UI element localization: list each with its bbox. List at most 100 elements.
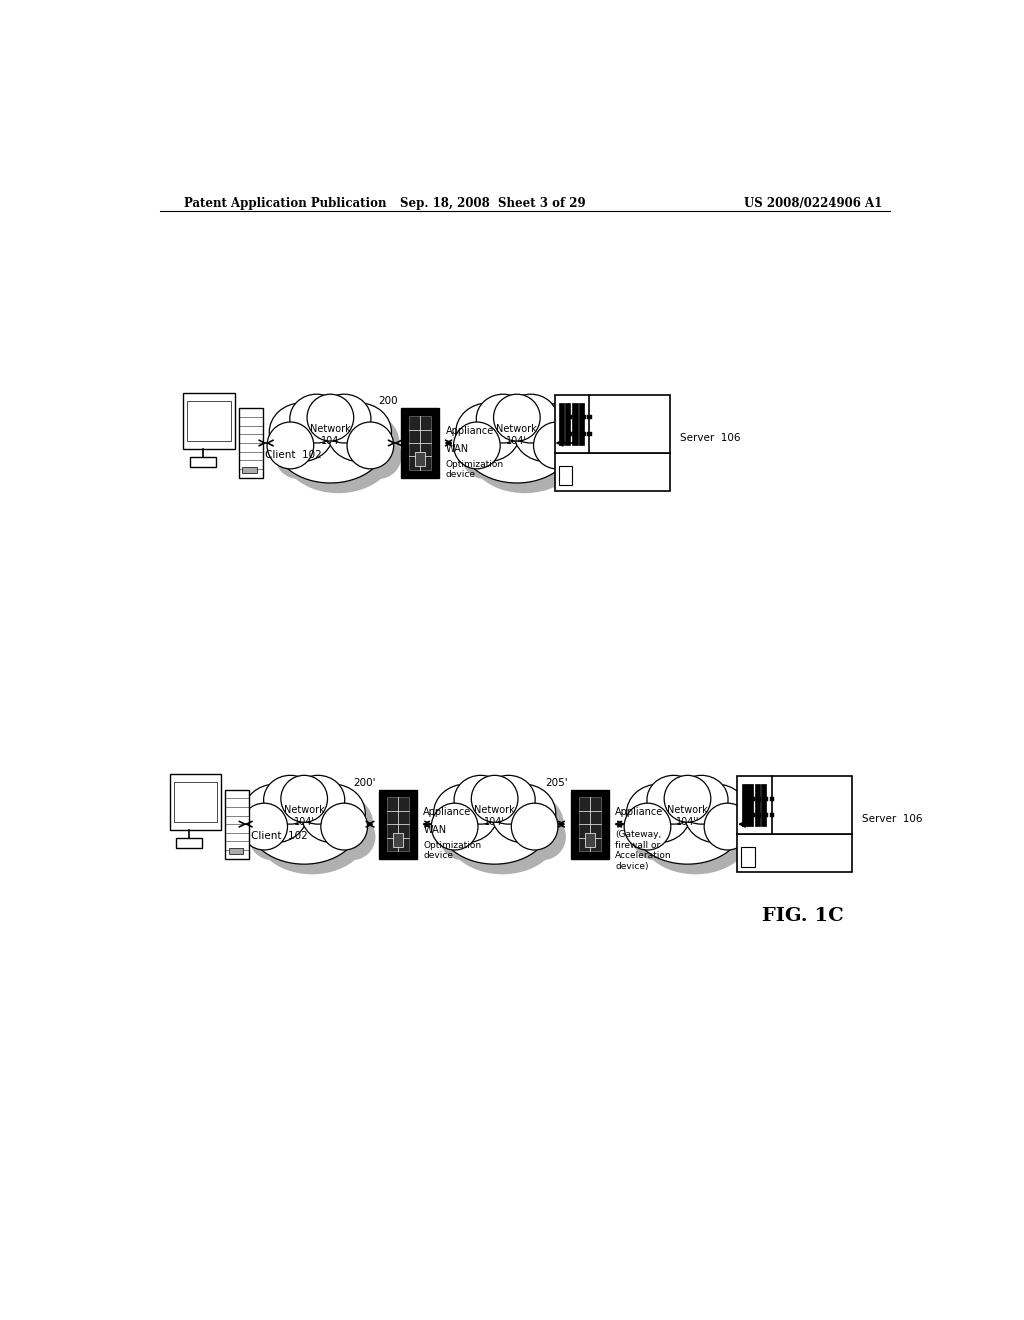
Ellipse shape — [271, 785, 325, 834]
Text: Appliance: Appliance — [423, 807, 471, 817]
Ellipse shape — [684, 784, 749, 842]
Ellipse shape — [456, 403, 520, 462]
Ellipse shape — [251, 795, 315, 853]
Ellipse shape — [292, 775, 345, 824]
Ellipse shape — [321, 803, 368, 850]
Ellipse shape — [355, 432, 401, 479]
Ellipse shape — [257, 795, 368, 874]
Ellipse shape — [278, 413, 342, 471]
Bar — [567, 416, 572, 420]
Bar — [756, 813, 761, 817]
Ellipse shape — [675, 775, 728, 824]
Text: Network
104': Network 104' — [474, 805, 515, 826]
Ellipse shape — [249, 813, 296, 861]
Ellipse shape — [692, 795, 757, 853]
Text: Network
104: Network 104 — [310, 424, 351, 446]
Bar — [587, 416, 592, 420]
Text: 200: 200 — [378, 396, 397, 407]
Ellipse shape — [243, 784, 307, 842]
Bar — [573, 416, 578, 420]
Ellipse shape — [317, 395, 371, 444]
Bar — [570, 789, 609, 859]
Ellipse shape — [484, 404, 538, 453]
Bar — [770, 813, 774, 817]
Ellipse shape — [513, 403, 578, 462]
Text: Client  102: Client 102 — [252, 832, 308, 841]
Bar — [750, 796, 755, 801]
Ellipse shape — [665, 775, 711, 822]
Text: Network
104': Network 104' — [284, 805, 325, 826]
Ellipse shape — [632, 784, 743, 865]
Ellipse shape — [249, 784, 359, 865]
Bar — [401, 408, 439, 478]
Ellipse shape — [315, 404, 361, 451]
Ellipse shape — [307, 395, 353, 441]
Ellipse shape — [542, 432, 588, 479]
Bar — [579, 797, 601, 851]
Ellipse shape — [476, 395, 529, 444]
Ellipse shape — [269, 403, 334, 462]
Bar — [581, 432, 586, 436]
Ellipse shape — [464, 413, 528, 471]
Text: Server  106: Server 106 — [680, 433, 740, 444]
Text: Optimization
device: Optimization device — [445, 459, 504, 479]
Ellipse shape — [647, 775, 700, 824]
Ellipse shape — [447, 795, 558, 874]
Bar — [763, 813, 768, 817]
Bar — [187, 400, 230, 441]
Ellipse shape — [512, 404, 565, 453]
Bar — [558, 466, 572, 486]
Bar — [750, 813, 755, 817]
Ellipse shape — [283, 413, 394, 494]
Ellipse shape — [301, 784, 366, 842]
Ellipse shape — [433, 784, 498, 842]
Text: Network
104'': Network 104'' — [667, 805, 708, 826]
Ellipse shape — [504, 395, 557, 444]
Ellipse shape — [632, 813, 679, 861]
Ellipse shape — [289, 785, 336, 833]
Bar — [755, 784, 760, 826]
Bar — [741, 784, 746, 826]
Ellipse shape — [494, 395, 541, 441]
Text: WAN: WAN — [423, 825, 446, 834]
Ellipse shape — [439, 784, 550, 865]
Bar — [379, 789, 417, 859]
Ellipse shape — [335, 413, 399, 471]
Bar — [555, 453, 670, 491]
Ellipse shape — [640, 795, 751, 874]
Ellipse shape — [347, 422, 393, 469]
Ellipse shape — [327, 403, 391, 462]
Bar — [737, 834, 852, 873]
Ellipse shape — [482, 775, 536, 824]
Ellipse shape — [274, 403, 386, 483]
Text: 205': 205' — [545, 777, 567, 788]
Bar — [741, 847, 755, 867]
Bar — [176, 838, 202, 847]
Ellipse shape — [275, 432, 322, 479]
Bar — [756, 796, 761, 801]
Bar — [393, 833, 402, 847]
Bar — [567, 432, 572, 436]
Bar — [415, 453, 425, 466]
Bar — [239, 408, 262, 478]
Ellipse shape — [329, 813, 376, 861]
Bar — [189, 457, 216, 467]
Ellipse shape — [431, 803, 478, 850]
Ellipse shape — [489, 785, 543, 834]
Text: 200': 200' — [353, 777, 376, 788]
Ellipse shape — [625, 803, 671, 850]
Bar — [761, 784, 766, 826]
Bar — [581, 416, 586, 420]
Ellipse shape — [469, 413, 581, 494]
Ellipse shape — [267, 422, 313, 469]
Ellipse shape — [454, 422, 500, 469]
Bar — [587, 432, 592, 436]
Ellipse shape — [454, 775, 508, 824]
Text: (Gateway,
firewall or
Acceleration
device): (Gateway, firewall or Acceleration devic… — [615, 830, 672, 870]
Bar — [748, 784, 753, 826]
Ellipse shape — [534, 422, 581, 469]
Bar — [565, 403, 570, 445]
Text: Sep. 18, 2008  Sheet 3 of 29: Sep. 18, 2008 Sheet 3 of 29 — [400, 197, 586, 210]
Ellipse shape — [281, 775, 328, 822]
Ellipse shape — [462, 432, 508, 479]
